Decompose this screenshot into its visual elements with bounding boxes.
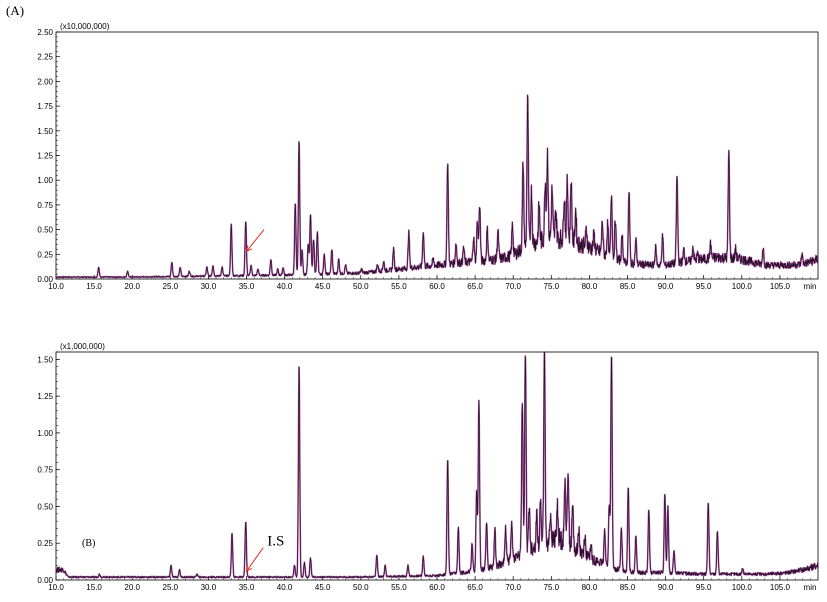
y-tick-label: 0.50 (37, 502, 53, 511)
panel-b-label: (B) (82, 538, 95, 549)
y-multiplier-label: (x1,000,000) (60, 342, 105, 351)
x-tick-label: 50.0 (353, 282, 369, 291)
y-tick-label: 0.75 (37, 201, 53, 210)
y-tick-label: 0.25 (37, 250, 53, 259)
y-tick-label: 1.50 (37, 127, 53, 136)
x-tick-label: 10.0 (48, 583, 64, 592)
x-tick-label: 40.0 (277, 282, 293, 291)
x-tick-label: 65.0 (467, 282, 483, 291)
arrow-head (245, 565, 253, 573)
arrow-shaft (246, 547, 264, 572)
y-tick-label: 0.00 (37, 576, 53, 585)
x-tick-label: 25.0 (163, 583, 179, 592)
x-tick-label: 40.0 (277, 583, 293, 592)
chromatogram-trace-halo (55, 351, 819, 579)
y-tick-label: 1.50 (37, 355, 53, 364)
x-tick-label: 55.0 (391, 583, 407, 592)
y-tick-label: 1.75 (37, 102, 53, 111)
y-tick-label: 0.25 (37, 539, 53, 548)
y-tick-label: 2.25 (37, 53, 53, 62)
x-tick-label: 100.0 (732, 282, 753, 291)
x-tick-label: 50.0 (353, 583, 369, 592)
y-tick-label: 1.25 (37, 392, 53, 401)
annotation-arrow (245, 229, 265, 253)
chromatogram-trace (55, 94, 819, 278)
plot-frame (55, 351, 819, 581)
y-tick-label: 1.00 (37, 176, 53, 185)
x-tick-label: 60.0 (429, 583, 445, 592)
x-tick-label: 30.0 (201, 282, 217, 291)
x-tick-label: 35.0 (239, 583, 255, 592)
x-tick-label: 90.0 (658, 282, 674, 291)
x-tick-label: 95.0 (696, 282, 712, 291)
y-multiplier-label: (x10,000,000) (60, 22, 110, 31)
x-tick-label: 35.0 (239, 282, 255, 291)
arrow-shaft (246, 229, 265, 252)
x-tick-label: 60.0 (429, 282, 445, 291)
x-tick-label: 105.0 (770, 282, 791, 291)
x-tick-label: 80.0 (582, 282, 598, 291)
chromatogram-trace (55, 351, 819, 579)
x-tick-label: 80.0 (582, 583, 598, 592)
y-tick-label: 0.00 (37, 275, 53, 284)
x-tick-label: 30.0 (201, 583, 217, 592)
x-tick-label: 10.0 (48, 282, 64, 291)
x-tick-label: 75.0 (544, 583, 560, 592)
x-tick-label: 70.0 (505, 282, 521, 291)
x-unit-label: min (804, 282, 817, 291)
x-tick-label: 100.0 (732, 583, 753, 592)
arrow-head (245, 245, 253, 253)
y-tick-label: 0.50 (37, 226, 53, 235)
y-tick-label: 2.50 (37, 28, 53, 37)
x-tick-label: 20.0 (124, 282, 140, 291)
chromatogram-panel-1: (x10,000,000) 0.00 0.25 0.50 0.75 1.00 1.25 1.5… (37, 22, 819, 291)
x-tick-label: 105.0 (770, 583, 791, 592)
x-tick-label: 45.0 (315, 282, 331, 291)
panel-a-label: (A) (6, 3, 24, 18)
x-tick-label: 85.0 (620, 583, 636, 592)
chromatogram-panel-2: (x1,000,000) 0.00 0.25 0.50 0.75 1.00 1.25 1.50… (37, 342, 819, 592)
x-tick-label: 90.0 (658, 583, 674, 592)
y-tick-label: 1.00 (37, 429, 53, 438)
annotation-arrow (245, 547, 264, 573)
x-tick-label: 25.0 (163, 282, 179, 291)
chromatogram-trace-halo (55, 94, 819, 279)
x-tick-label: 85.0 (620, 282, 636, 291)
y-tick-label: 2.00 (37, 77, 53, 86)
x-tick-label: 75.0 (544, 282, 560, 291)
x-unit-label: min (804, 583, 817, 592)
plot-frame (55, 31, 819, 280)
x-tick-label: 15.0 (86, 282, 102, 291)
x-tick-label: 20.0 (124, 583, 140, 592)
internal-standard-label: I.S (267, 534, 284, 550)
y-tick-label: 0.75 (37, 466, 53, 475)
x-tick-label: 55.0 (391, 282, 407, 291)
x-tick-label: 15.0 (86, 583, 102, 592)
x-tick-label: 65.0 (467, 583, 483, 592)
y-tick-label: 1.25 (37, 152, 53, 161)
x-tick-label: 95.0 (696, 583, 712, 592)
x-tick-label: 70.0 (505, 583, 521, 592)
x-tick-label: 45.0 (315, 583, 331, 592)
